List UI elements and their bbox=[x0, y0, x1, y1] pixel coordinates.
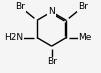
Text: Br: Br bbox=[16, 2, 25, 11]
Text: N: N bbox=[48, 7, 55, 16]
Text: Me: Me bbox=[78, 33, 92, 42]
Text: H2N: H2N bbox=[4, 33, 23, 42]
Text: Br: Br bbox=[78, 2, 88, 11]
Text: Br: Br bbox=[47, 57, 57, 66]
